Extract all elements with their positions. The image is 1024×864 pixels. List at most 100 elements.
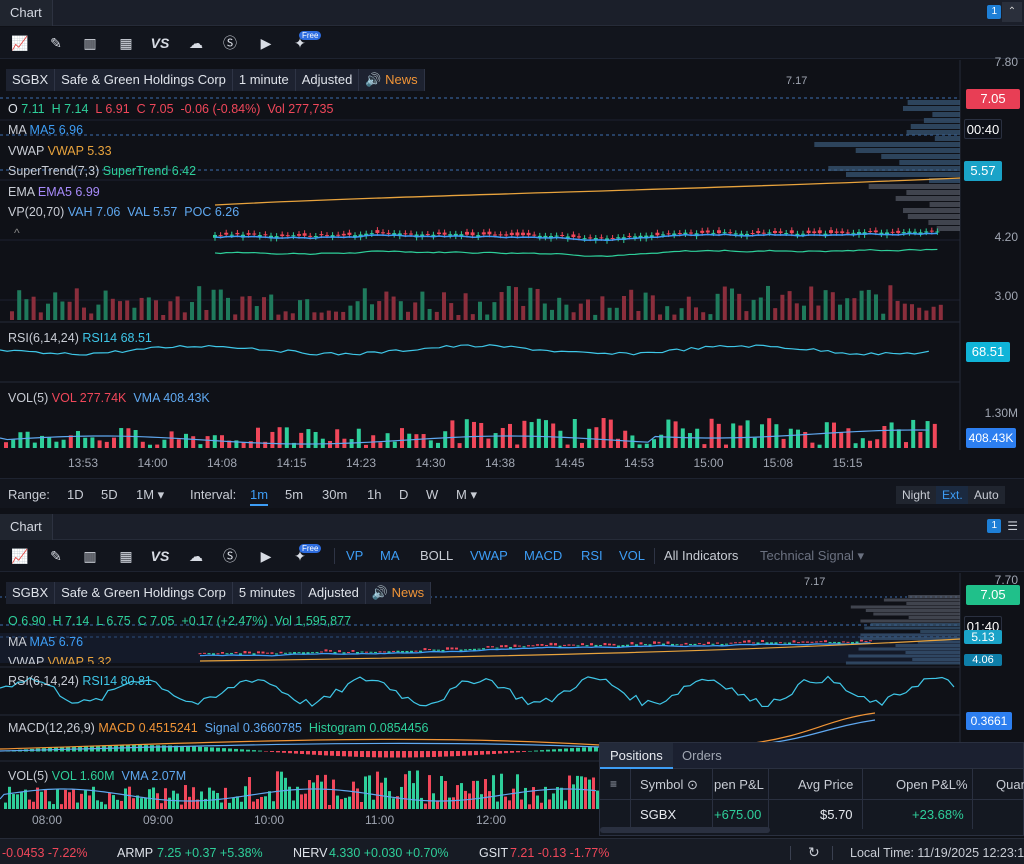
top-vwap-legend[interactable]: VWAP VWAP 5.33 [8, 144, 112, 158]
indicator-rsi[interactable]: RSI [581, 548, 603, 563]
technical-signal-dropdown[interactable]: Technical Signal ▾ [760, 548, 865, 563]
grid-icon[interactable]: ▦ [119, 35, 133, 51]
candle-body [450, 647, 454, 650]
ticker-item[interactable]: 7.21 -0.13 -1.77% [510, 846, 610, 860]
col-symbol[interactable]: Symbol ⊙ [640, 777, 698, 792]
ticker-symbol[interactable]: NERV [293, 846, 328, 860]
ticker-symbol[interactable]: ARMP [117, 846, 154, 860]
indicator-macd[interactable]: MACD [524, 548, 563, 563]
range-5d[interactable]: 5D [101, 487, 118, 502]
vol-bar [440, 776, 443, 809]
bottom-interval[interactable]: 5 minutes [232, 582, 303, 604]
chart-line-icon[interactable]: 📈 [11, 548, 29, 564]
replay-icon[interactable]: ▶ [260, 35, 272, 51]
interval-5m[interactable]: 5m [285, 487, 304, 502]
candle-body [810, 641, 814, 643]
vol-bar [335, 429, 340, 448]
bottom-ma-legend[interactable]: MA MA5 6.76 [8, 635, 84, 649]
vol-bar [119, 428, 124, 448]
all-indicators-button[interactable]: All Indicators [664, 548, 739, 563]
top-chart-canvas[interactable] [0, 60, 1024, 490]
ticker-symbol[interactable]: GSIT [479, 846, 509, 860]
col-open-pnl-pct[interactable]: Open P&L% [896, 777, 968, 792]
indicator-vol[interactable]: VOL [619, 548, 646, 563]
bottom-adjusted[interactable]: Adjusted [302, 582, 366, 604]
vs-icon[interactable]: VS [150, 35, 170, 51]
interval-d[interactable]: D [399, 487, 409, 502]
candle-body [491, 646, 494, 648]
top-supertrend-legend[interactable]: SuperTrend(7,3) SuperTrend 6.42 [8, 164, 197, 178]
top-symbol[interactable]: SGBX [6, 69, 56, 91]
bottom-symbol[interactable]: SGBX [6, 582, 56, 604]
top-ema-legend[interactable]: EMA EMA5 6.99 [8, 185, 100, 199]
bottom-rsi-legend[interactable]: RSI(6,14,24) RSI14 80.81 [8, 674, 152, 688]
candles-icon[interactable]: ▥ [83, 548, 97, 564]
candle-body [473, 648, 476, 651]
indicator-vp[interactable]: VP [346, 548, 364, 563]
vol-bar [156, 793, 159, 809]
session-night[interactable]: Night [896, 486, 937, 504]
tab-positions[interactable]: Positions [600, 743, 673, 769]
candle-body [828, 642, 832, 644]
top-interval[interactable]: 1 minute [232, 69, 296, 91]
top-ma-legend[interactable]: MA MA5 6.96 [8, 123, 84, 137]
candles-icon[interactable]: ▥ [83, 35, 97, 51]
layout-one-icon[interactable]: 1 [987, 519, 1002, 533]
top-news[interactable]: 🔊 News [359, 69, 425, 91]
session-auto[interactable]: Auto [968, 486, 1005, 504]
cloud-icon[interactable]: ☁ [189, 35, 203, 51]
indicator-vwap[interactable]: VWAP [470, 548, 508, 563]
col-avg-price[interactable]: Avg Price [798, 777, 854, 792]
bottom-vol-legend[interactable]: VOL(5) VOL 1.60M VMA 2.07M [8, 769, 187, 783]
range-1d[interactable]: 1D [67, 487, 84, 502]
menu-icon[interactable]: ☰ [1007, 519, 1018, 533]
top-chart-tab[interactable]: Chart [0, 0, 53, 26]
col-open-pnl[interactable]: pen P&L [714, 777, 764, 792]
vol-bar [588, 779, 591, 809]
rocket-icon[interactable]: ✦ [294, 35, 306, 51]
panel-scrollbar[interactable] [600, 827, 770, 833]
bottom-chart-canvas[interactable] [0, 573, 1024, 838]
ticker-item[interactable]: 4.330 +0.030 +0.70% [329, 846, 449, 860]
grid-icon[interactable]: ▦ [119, 548, 133, 564]
top-vp-legend[interactable]: VP(20,70) VAH 7.06 VAL 5.57 POC 6.26 [8, 205, 240, 219]
tab-orders[interactable]: Orders [682, 748, 722, 763]
indicator-ma[interactable]: MA [380, 548, 400, 563]
cloud-icon[interactable]: ☁ [189, 548, 203, 564]
vs-icon[interactable]: VS [150, 548, 170, 564]
layout-one-icon[interactable]: 1 [987, 5, 1002, 19]
top-adjusted[interactable]: Adjusted [295, 69, 360, 91]
bottom-news[interactable]: 🔊 News [365, 582, 432, 604]
interval-w[interactable]: W [426, 487, 439, 502]
ticker-item[interactable]: -0.0453 -7.22% [2, 846, 88, 860]
column-menu-icon[interactable]: ≡ [610, 777, 618, 791]
position-symbol[interactable]: SGBX [640, 807, 677, 822]
dollar-icon[interactable]: Ⓢ [223, 548, 237, 564]
bottom-vwap-legend[interactable]: VWAP VWAP 5.32 [8, 655, 112, 664]
sort-icon[interactable]: ⊙ [686, 777, 698, 792]
top-vol-legend[interactable]: VOL(5) VOL 277.74K VMA 408.43K [8, 391, 210, 405]
bottom-chart-tab[interactable]: Chart [0, 514, 53, 540]
candle-body [819, 641, 823, 643]
refresh-icon[interactable]: ↻ [808, 844, 820, 860]
rocket-icon[interactable]: ✦ [294, 548, 306, 564]
scroll-up-icon[interactable]: ⌃ [1002, 2, 1022, 22]
indicator-boll[interactable]: BOLL [420, 548, 454, 563]
interval-1m[interactable]: 1m [250, 487, 269, 506]
bottom-macd-legend[interactable]: MACD(12,26,9) MACD 0.4515241 Signal 0.36… [8, 721, 429, 735]
interval-30m[interactable]: 30m [322, 487, 348, 502]
pencil-icon[interactable]: ✎ [50, 35, 62, 51]
pencil-icon[interactable]: ✎ [50, 548, 62, 564]
dollar-icon[interactable]: Ⓢ [223, 35, 237, 51]
col-quantity[interactable]: Quan [996, 777, 1024, 792]
range-1m[interactable]: 1M ▾ [136, 487, 165, 502]
collapse-legend-icon[interactable]: ^ [14, 226, 20, 240]
replay-icon[interactable]: ▶ [260, 548, 272, 564]
candle-body [792, 640, 796, 643]
interval-m[interactable]: M ▾ [456, 487, 477, 502]
session-ext[interactable]: Ext. [936, 486, 969, 504]
interval-1h[interactable]: 1h [367, 487, 382, 502]
top-rsi-legend[interactable]: RSI(6,14,24) RSI14 68.51 [8, 331, 152, 345]
ticker-item[interactable]: 7.25 +0.37 +5.38% [157, 846, 263, 860]
chart-line-icon[interactable]: 📈 [11, 35, 29, 51]
